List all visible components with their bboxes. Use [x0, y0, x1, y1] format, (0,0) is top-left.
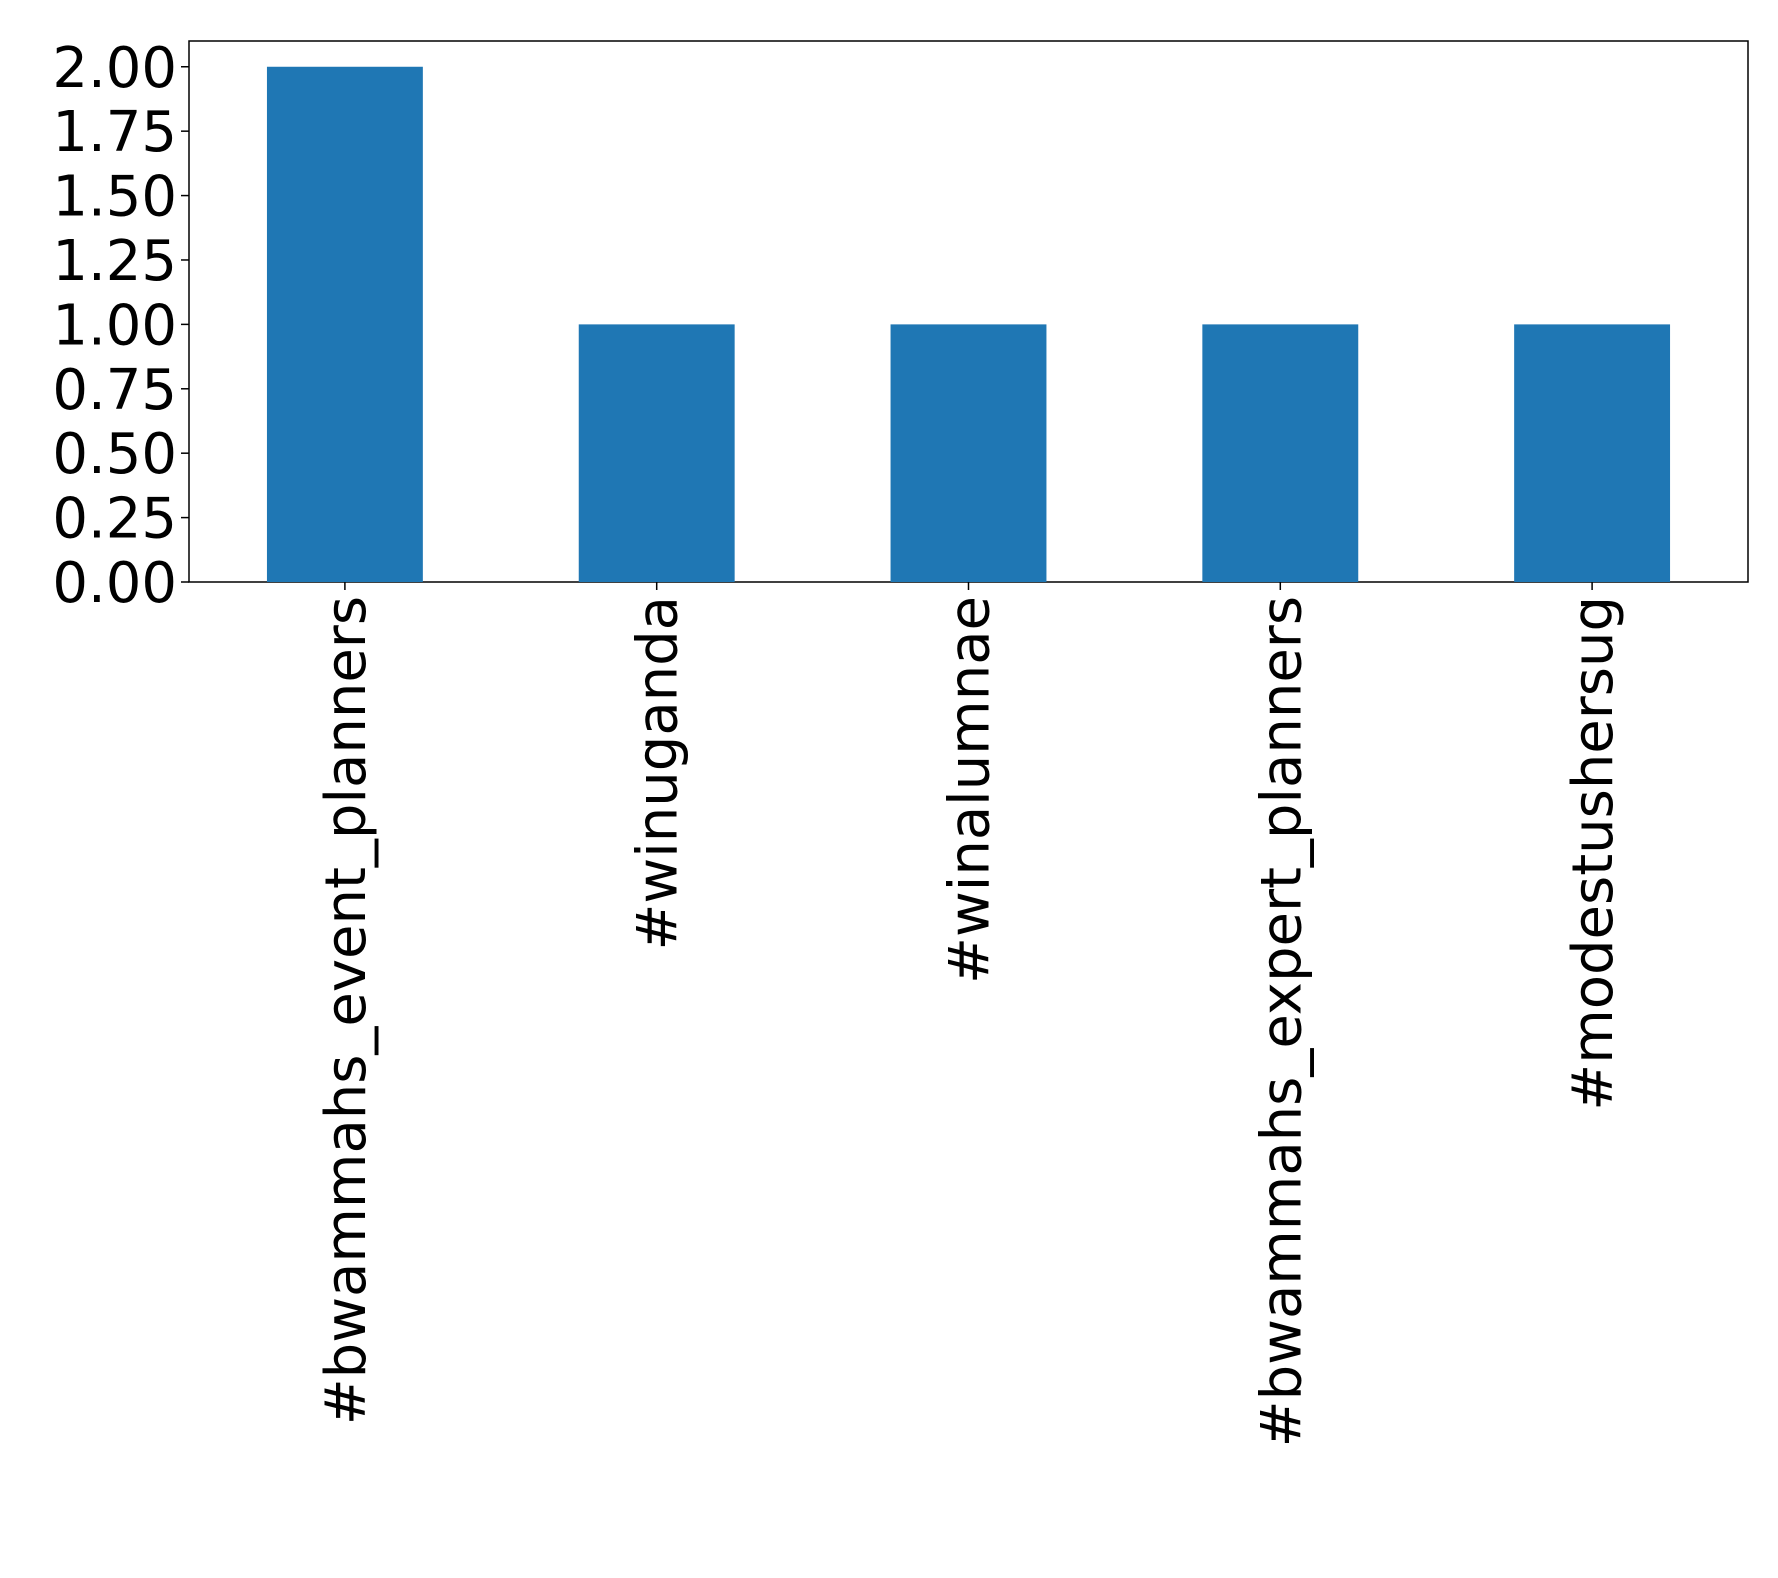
x-tick-label: #modestushersug: [1561, 596, 1626, 1111]
y-tick-label: 0.50: [52, 422, 177, 487]
x-tick-label: #winuganda: [626, 596, 691, 950]
x-tick-label: #bwammahs_event_planners: [314, 596, 379, 1425]
bar: [1514, 324, 1671, 582]
bar: [266, 66, 423, 582]
x-tick-label: #winalumnae: [938, 596, 1003, 984]
y-tick-label: 1.25: [52, 229, 177, 294]
bar: [1202, 324, 1359, 582]
y-tick-label: 0.25: [52, 487, 177, 552]
bar: [578, 324, 735, 582]
y-tick-label: 1.50: [52, 165, 177, 230]
y-tick-label: 1.75: [52, 100, 177, 165]
bar: [890, 324, 1047, 582]
y-tick-label: 0.75: [52, 358, 177, 423]
y-tick-label: 1.00: [52, 293, 177, 358]
x-tick-label: #bwammahs_expert_planners: [1249, 596, 1314, 1447]
y-tick-label: 0.00: [52, 551, 177, 616]
y-tick-label: 2.00: [52, 36, 177, 101]
